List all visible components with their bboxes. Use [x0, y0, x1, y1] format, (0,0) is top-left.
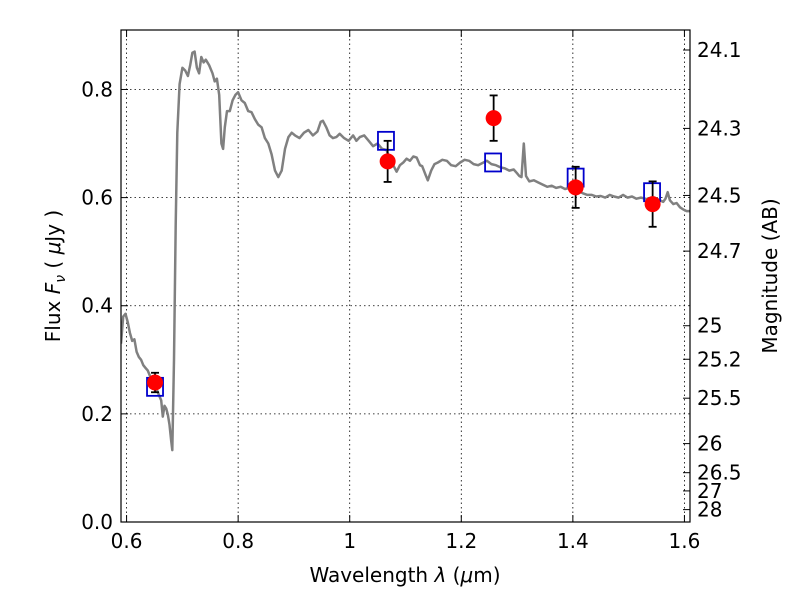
mag-tick-label: 25 — [697, 314, 722, 338]
observed-point — [644, 196, 661, 213]
y-axis-label: Flux Fν ( μJy ) — [41, 210, 69, 342]
y-tick-label: 0.2 — [81, 402, 113, 426]
mag-tick-label: 24.3 — [697, 116, 742, 140]
y-tick-label: 0.8 — [81, 77, 113, 101]
mag-tick-label: 25.5 — [697, 386, 742, 410]
mag-tick-label: 27 — [697, 479, 722, 503]
mag-tick-label: 26.5 — [697, 461, 742, 485]
x-tick-label: 1 — [343, 529, 356, 553]
mag-tick-label: 24.1 — [697, 38, 742, 62]
mag-tick-label: 28 — [697, 498, 722, 522]
observed-point — [147, 374, 164, 391]
observed-point — [379, 153, 396, 170]
y-tick-label: 0.6 — [81, 186, 113, 210]
plot-series — [121, 50, 690, 452]
y-tick-label: 0.4 — [81, 294, 113, 318]
mag-tick-label: 25.2 — [697, 347, 742, 371]
y-tick-label: 0.0 — [81, 510, 113, 534]
plot-frame — [120, 29, 691, 523]
observed-point — [485, 110, 502, 127]
axes: 0.6 0.8 1 1.2 1.4 1.6 0.0 0.2 0.4 0.6 0.8 24.1 24.3 2… — [81, 30, 742, 553]
mag-tick-label: 26 — [697, 432, 722, 456]
x-tick-label: 1.4 — [557, 529, 589, 553]
x-tick-label: 1.2 — [445, 529, 477, 553]
x-axis-label: Wavelength λ (μm) — [309, 563, 500, 587]
grid-lines — [121, 30, 690, 523]
x-tick-label: 0.6 — [111, 529, 143, 553]
mag-tick-label: 24.7 — [697, 239, 742, 263]
spectrum-line — [121, 50, 690, 452]
observed-point — [567, 179, 584, 196]
model-point — [377, 130, 395, 151]
model-point — [484, 152, 502, 173]
x-tick-label: 0.8 — [222, 529, 254, 553]
mag-tick-label: 24.5 — [697, 183, 742, 207]
right-axis-label: Magnitude (AB) — [758, 198, 782, 353]
x-tick-label: 1.6 — [669, 529, 701, 553]
